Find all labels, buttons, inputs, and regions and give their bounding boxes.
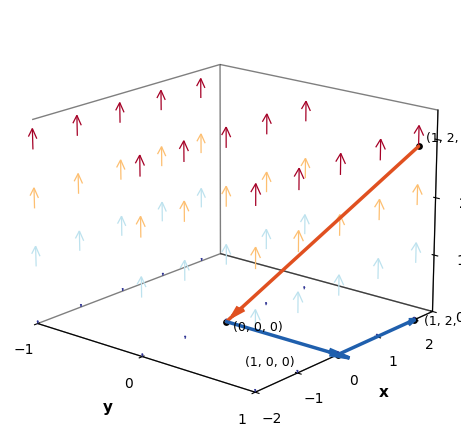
Y-axis label: x: x [379, 385, 389, 401]
X-axis label: y: y [103, 400, 113, 415]
